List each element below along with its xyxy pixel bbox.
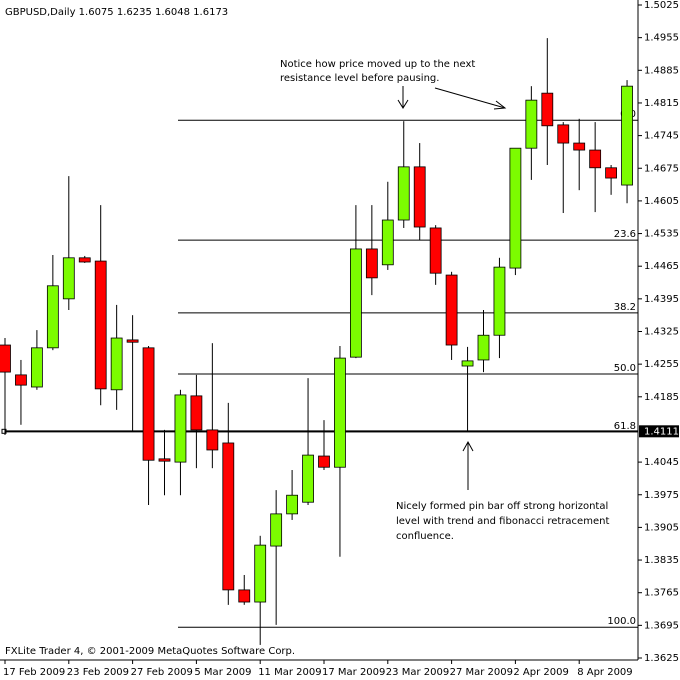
- candle-body: [445, 274, 458, 346]
- candle-body: [477, 334, 490, 361]
- price-box: [639, 425, 679, 438]
- y-tick-label: 1.3765: [644, 588, 679, 599]
- candle-body: [30, 347, 43, 388]
- candle-body: [62, 257, 75, 300]
- x-tick-label: 23 Feb 2009: [67, 667, 129, 678]
- fib-label: 50.0: [614, 363, 636, 374]
- candle-body: [381, 219, 394, 266]
- candle-body: [142, 347, 155, 461]
- candle-body: [270, 513, 283, 547]
- x-tick-label: 2 Apr 2009: [513, 667, 568, 678]
- candle-body: [238, 589, 251, 603]
- fib-label: 23.6: [614, 229, 636, 240]
- y-tick-label: 1.4255: [644, 359, 679, 370]
- arrow-head: [462, 440, 474, 452]
- y-tick-label: 1.3695: [644, 620, 679, 631]
- y-tick-label: 1.4745: [644, 131, 679, 142]
- candle-body: [493, 266, 506, 336]
- arrow: [434, 87, 506, 109]
- x-tick-label: 27 Feb 2009: [131, 667, 193, 678]
- y-tick-label: 1.4045: [644, 457, 679, 468]
- candle-body: [509, 147, 522, 269]
- candle-body: [461, 360, 474, 367]
- arrow-head: [493, 100, 507, 110]
- candle-body: [334, 357, 346, 468]
- footer: FXLite Trader 4, © 2001-2009 MetaQuotes …: [5, 646, 295, 657]
- annotation: confluence.: [396, 531, 454, 542]
- candle-body: [0, 344, 11, 373]
- y-tick-label: 1.4955: [644, 33, 679, 44]
- y-tick-label: 1.3975: [644, 490, 679, 501]
- x-tick-label: 17 Feb 2009: [3, 667, 65, 678]
- fib-label: 61.8: [614, 421, 636, 432]
- annotation: resistance level before pausing.: [280, 73, 439, 84]
- chart-title: GBPUSD,Daily 1.6075 1.6235 1.6048 1.6173: [5, 7, 228, 18]
- candle-body: [206, 429, 219, 451]
- candle-body: [525, 99, 538, 149]
- y-tick-label: 1.3625: [644, 653, 679, 664]
- annotation: Nicely formed pin bar off strong horizon…: [396, 501, 608, 512]
- x-tick-label: 27 Mar 2009: [450, 667, 513, 678]
- candle-body: [126, 339, 139, 343]
- candle-body: [46, 285, 59, 349]
- candle-body: [110, 337, 123, 391]
- candle-body: [621, 85, 633, 186]
- y-tick-label: 1.4605: [644, 196, 679, 207]
- candle-body: [365, 248, 378, 279]
- y-tick-label: 1.4325: [644, 327, 679, 338]
- x-tick-label: 11 Mar 2009: [258, 667, 321, 678]
- candle-body: [15, 374, 27, 386]
- candle-body: [429, 227, 442, 274]
- fib-label: 100.0: [607, 616, 636, 627]
- candle-body: [94, 260, 107, 390]
- y-tick-label: 1.4675: [644, 163, 679, 174]
- x-tick-label: 5 Mar 2009: [194, 667, 251, 678]
- y-tick-label: 1.4465: [644, 261, 679, 272]
- y-tick-label: 1.4885: [644, 65, 679, 76]
- y-tick-label: 1.5025: [644, 0, 679, 11]
- y-tick-label: 1.3835: [644, 555, 679, 566]
- candle-body: [254, 544, 267, 603]
- candle-body: [190, 395, 203, 431]
- y-tick-label: 1.3905: [644, 522, 679, 533]
- fib-label: 38.2: [614, 302, 636, 313]
- y-tick-label: 1.4395: [644, 294, 679, 305]
- price-marker: [1, 428, 7, 434]
- y-tick-label: 1.4815: [644, 98, 679, 109]
- candle-body: [349, 248, 362, 358]
- candle-body: [222, 442, 235, 591]
- candle-body: [413, 166, 426, 228]
- candle-body: [541, 92, 554, 127]
- annotation: Notice how price moved up to the next: [280, 59, 475, 70]
- x-tick-label: 8 Apr 2009: [577, 667, 632, 678]
- candle-body: [158, 458, 171, 462]
- y-tick-label: 1.4535: [644, 229, 679, 240]
- candle-body: [174, 394, 187, 463]
- candle-body: [318, 455, 330, 468]
- candle-body: [605, 167, 617, 179]
- arrow-head: [397, 99, 409, 109]
- candle-body: [302, 454, 314, 503]
- annotation: level with trend and fibonacci retraceme…: [396, 516, 609, 527]
- price-box-label: 1.4111: [644, 426, 679, 437]
- x-tick-label: 23 Mar 2009: [386, 667, 449, 678]
- candle-body: [78, 257, 91, 263]
- candle-body: [397, 166, 410, 221]
- x-tick-label: 17 Mar 2009: [322, 667, 385, 678]
- y-tick-label: 1.4185: [644, 392, 679, 403]
- candle-body: [557, 124, 570, 144]
- candle-body: [573, 142, 586, 151]
- candle-body: [589, 149, 602, 169]
- candle-body: [286, 494, 299, 515]
